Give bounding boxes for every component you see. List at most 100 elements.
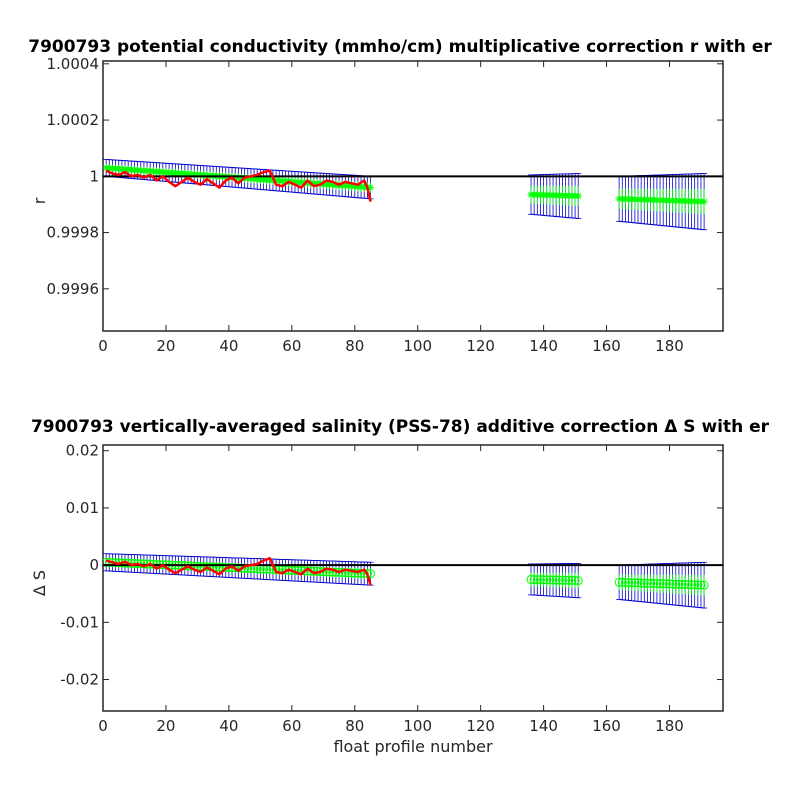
x-tick-label: 160	[592, 337, 621, 355]
fit-point	[677, 579, 687, 589]
x-tick-label: 140	[529, 337, 558, 355]
fit-point	[214, 562, 224, 572]
fit-point	[347, 568, 357, 578]
fit-point	[646, 578, 656, 588]
fit-point	[557, 575, 567, 585]
fit-point	[627, 578, 637, 588]
fit-point	[687, 580, 697, 590]
x-tick-label: 100	[403, 337, 432, 355]
fit-point	[636, 578, 646, 588]
fit-point	[574, 192, 582, 200]
fit-point	[642, 578, 652, 588]
fit-point	[202, 562, 212, 572]
fit-point	[655, 579, 665, 589]
fit-point	[350, 568, 360, 578]
y-tick-label: 0	[89, 556, 99, 574]
fit-point	[545, 575, 555, 585]
chart-title: 7900793 potential conductivity (mmho/cm)…	[28, 37, 772, 57]
fit-point	[668, 579, 678, 589]
y-tick-label: 1.0002	[47, 111, 100, 129]
fit-point	[551, 575, 561, 585]
fit-point	[542, 575, 552, 585]
fit-point	[624, 578, 634, 588]
axes-box	[102, 444, 724, 712]
y-tick-label: 0.9996	[47, 280, 100, 298]
x-tick-label: 80	[345, 717, 364, 735]
fit-point	[567, 575, 577, 585]
y-tick-label: 1	[89, 167, 99, 185]
chart-title: 7900793 vertically-averaged salinity (PS…	[31, 417, 770, 437]
x-tick-label: 140	[529, 717, 558, 735]
fit-point	[674, 579, 684, 589]
plot-area	[103, 159, 723, 231]
fit-point	[356, 568, 366, 578]
chart-panel-2: 7900793 vertically-averaged salinity (PS…	[30, 417, 770, 756]
x-tick-label: 180	[655, 717, 684, 735]
y-tick-label: 1.0004	[47, 55, 100, 73]
y-tick-label: 0.01	[66, 499, 99, 517]
x-tick-label: 120	[466, 717, 495, 735]
fit-point	[620, 578, 630, 588]
x-tick-label: 0	[98, 337, 108, 355]
fit-point	[535, 575, 545, 585]
x-tick-label: 60	[282, 717, 301, 735]
chart-panel-1: 7900793 potential conductivity (mmho/cm)…	[28, 37, 772, 355]
x-tick-label: 20	[156, 717, 175, 735]
fit-point	[299, 566, 309, 576]
fit-point	[671, 579, 681, 589]
fit-point	[664, 579, 674, 589]
y-tick-label: 0.9998	[47, 224, 100, 242]
x-tick-label: 20	[156, 337, 175, 355]
fit-point	[573, 576, 583, 586]
fit-point	[633, 578, 643, 588]
fit-point	[680, 580, 690, 590]
raw-series-line	[105, 557, 372, 586]
fit-point	[236, 563, 246, 573]
y-tick-label: 0.02	[66, 442, 99, 460]
x-tick-label: 160	[592, 717, 621, 735]
axes-box	[102, 60, 724, 332]
fit-point	[196, 561, 206, 571]
x-tick-label: 80	[345, 337, 364, 355]
fit-point	[353, 568, 363, 578]
fit-point	[699, 580, 709, 590]
fit-point	[554, 575, 564, 585]
fit-point	[658, 579, 668, 589]
x-tick-label: 120	[466, 337, 495, 355]
fit-point	[693, 580, 703, 590]
x-tick-label: 60	[282, 337, 301, 355]
fit-point	[334, 567, 344, 577]
fit-point	[570, 575, 580, 585]
fit-point	[564, 575, 574, 585]
raw-series-line	[105, 169, 372, 202]
fit-point	[649, 578, 659, 588]
fit-point	[211, 562, 221, 572]
x-axis-label: float profile number	[333, 737, 493, 756]
fit-point	[690, 580, 700, 590]
fit-point	[696, 580, 706, 590]
fit-point	[661, 579, 671, 589]
y-tick-label: -0.02	[60, 671, 99, 689]
x-tick-label: 0	[98, 717, 108, 735]
x-tick-label: 100	[403, 717, 432, 735]
fit-point	[614, 577, 624, 587]
fit-point	[652, 579, 662, 589]
x-tick-label: 180	[655, 337, 684, 355]
fit-point	[700, 198, 708, 206]
fit-point	[683, 580, 693, 590]
y-tick-label: -0.01	[60, 613, 99, 631]
fit-point	[526, 574, 536, 584]
fit-point	[539, 575, 549, 585]
fit-point	[343, 568, 353, 578]
fit-point	[617, 577, 627, 587]
x-tick-label: 40	[219, 337, 238, 355]
fit-point	[561, 575, 571, 585]
y-axis-label: r	[30, 197, 49, 204]
fit-point	[639, 578, 649, 588]
x-tick-label: 40	[219, 717, 238, 735]
fit-point	[529, 575, 539, 585]
plot-area	[103, 553, 723, 609]
fit-point	[630, 578, 640, 588]
fit-point	[532, 575, 542, 585]
